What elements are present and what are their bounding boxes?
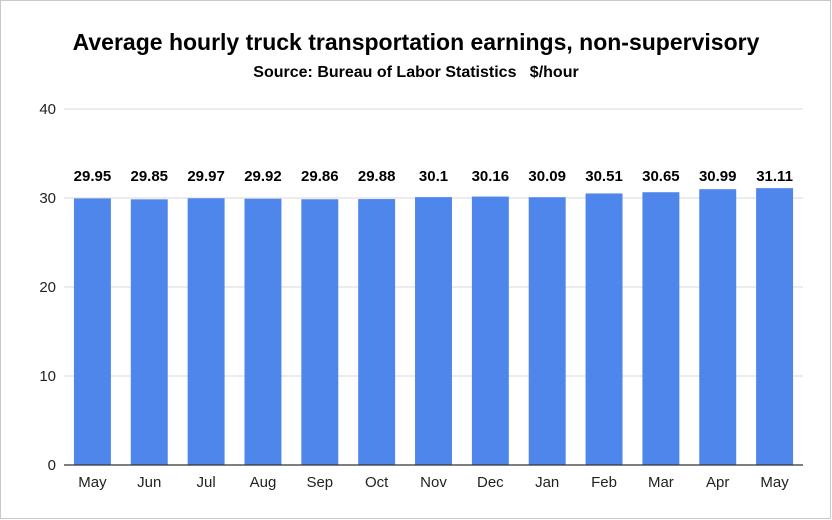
data-label: 30.16: [472, 168, 510, 185]
bar: [73, 198, 111, 465]
y-tick-label: 0: [48, 457, 56, 474]
y-tick-label: 40: [39, 101, 56, 118]
x-tick-label: May: [760, 474, 789, 491]
bar: [358, 199, 396, 465]
x-tick-label: Jan: [535, 474, 559, 491]
x-tick-label: Oct: [365, 474, 389, 491]
y-tick-label: 30: [39, 190, 56, 207]
data-label: 29.85: [130, 168, 168, 185]
data-label: 29.95: [74, 168, 112, 185]
chart-subtitle: Source: Bureau of Labor Statistics $/hou…: [253, 64, 579, 81]
x-tick-label: May: [78, 474, 107, 491]
x-tick-label: Dec: [477, 474, 504, 491]
data-label: 30.65: [642, 168, 680, 185]
x-tick-label: Aug: [250, 474, 277, 491]
x-tick-label: Jun: [137, 474, 161, 491]
data-label: 30.1: [419, 168, 448, 185]
bar: [244, 198, 282, 465]
data-label: 29.88: [358, 168, 396, 185]
data-label: 30.99: [699, 168, 737, 185]
data-label: 29.97: [187, 168, 225, 185]
data-label: 29.92: [244, 168, 282, 185]
y-tick-label: 20: [39, 279, 56, 296]
bar: [528, 197, 566, 465]
bar: [756, 188, 794, 465]
bar: [471, 196, 509, 466]
bar: [130, 199, 168, 465]
x-tick-label: Apr: [706, 474, 729, 491]
bar: [585, 193, 623, 465]
data-label: 30.51: [585, 168, 623, 185]
data-label: 31.11: [756, 168, 793, 185]
bar: [301, 199, 339, 465]
x-tick-label: Jul: [197, 474, 216, 491]
bar: [415, 197, 452, 466]
x-tick-label: Feb: [591, 474, 617, 491]
x-tick-label: Nov: [420, 474, 447, 491]
bar: [699, 189, 737, 465]
chart-title: Average hourly truck transportation earn…: [72, 29, 760, 55]
x-tick-label: Mar: [648, 474, 674, 491]
data-label: 30.09: [528, 168, 566, 185]
bar: [642, 192, 680, 465]
data-label: 29.86: [301, 168, 339, 185]
bar: [187, 198, 225, 465]
x-tick-label: Sep: [306, 474, 333, 491]
y-tick-label: 10: [39, 368, 56, 385]
